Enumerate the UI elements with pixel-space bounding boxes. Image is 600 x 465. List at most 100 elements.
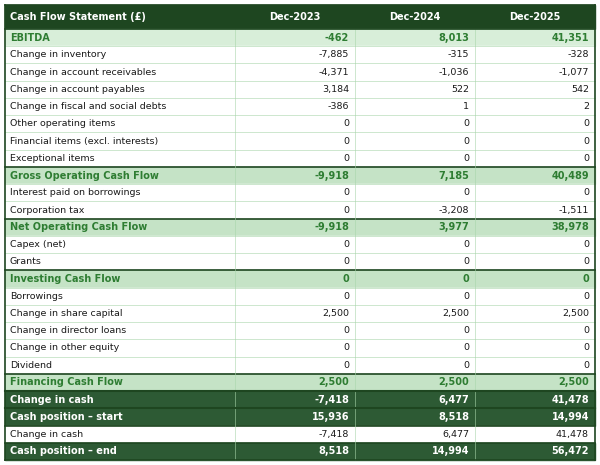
- Text: Cash position – end: Cash position – end: [10, 446, 117, 456]
- Text: 6,477: 6,477: [438, 395, 469, 405]
- Text: Other operating items: Other operating items: [10, 120, 115, 128]
- Text: 0: 0: [343, 240, 349, 249]
- Text: 2,500: 2,500: [318, 378, 349, 387]
- Text: 0: 0: [342, 274, 349, 284]
- Text: Borrowings: Borrowings: [10, 292, 63, 301]
- Text: -9,918: -9,918: [314, 222, 349, 232]
- Bar: [5, 339, 595, 357]
- Bar: [5, 5, 595, 29]
- Text: Change in account receivables: Change in account receivables: [10, 67, 156, 77]
- Text: 8,013: 8,013: [438, 33, 469, 43]
- Text: 8,518: 8,518: [318, 446, 349, 456]
- Bar: [5, 391, 595, 408]
- Text: 14,994: 14,994: [551, 412, 589, 422]
- Text: 0: 0: [463, 292, 469, 301]
- Text: -9,918: -9,918: [314, 171, 349, 180]
- Bar: [5, 115, 595, 133]
- Text: 0: 0: [583, 257, 589, 266]
- Text: 0: 0: [463, 240, 469, 249]
- Text: Net Operating Cash Flow: Net Operating Cash Flow: [10, 222, 147, 232]
- Text: 0: 0: [343, 188, 349, 197]
- Text: 3,977: 3,977: [438, 222, 469, 232]
- Text: 56,472: 56,472: [551, 446, 589, 456]
- Text: 2,500: 2,500: [558, 378, 589, 387]
- Text: Change in other equity: Change in other equity: [10, 344, 119, 352]
- Text: 0: 0: [343, 120, 349, 128]
- Text: Financial items (excl. interests): Financial items (excl. interests): [10, 137, 158, 146]
- Text: Cash Flow Statement (£): Cash Flow Statement (£): [10, 12, 146, 22]
- Bar: [5, 184, 595, 201]
- Text: -328: -328: [568, 50, 589, 60]
- Bar: [5, 305, 595, 322]
- Text: 0: 0: [462, 274, 469, 284]
- Text: 6,477: 6,477: [442, 430, 469, 438]
- Text: 0: 0: [583, 154, 589, 163]
- Text: 0: 0: [343, 154, 349, 163]
- Text: Dec-2023: Dec-2023: [269, 12, 320, 22]
- Bar: [5, 98, 595, 115]
- Text: 41,478: 41,478: [556, 430, 589, 438]
- Text: -1,077: -1,077: [559, 67, 589, 77]
- Text: Dec-2025: Dec-2025: [509, 12, 560, 22]
- Text: 0: 0: [463, 361, 469, 370]
- Text: 8,518: 8,518: [438, 412, 469, 422]
- Text: Gross Operating Cash Flow: Gross Operating Cash Flow: [10, 171, 159, 180]
- Text: -1,036: -1,036: [439, 67, 469, 77]
- Bar: [5, 270, 595, 287]
- Bar: [5, 408, 595, 425]
- Text: 15,936: 15,936: [311, 412, 349, 422]
- Text: 0: 0: [463, 120, 469, 128]
- Text: 0: 0: [343, 361, 349, 370]
- Text: 0: 0: [463, 188, 469, 197]
- Text: 7,185: 7,185: [438, 171, 469, 180]
- Text: Investing Cash Flow: Investing Cash Flow: [10, 274, 121, 284]
- Text: 14,994: 14,994: [431, 446, 469, 456]
- Bar: [5, 201, 595, 219]
- Text: 2,500: 2,500: [322, 309, 349, 318]
- Text: 0: 0: [343, 344, 349, 352]
- Text: -7,418: -7,418: [319, 430, 349, 438]
- Text: -1,511: -1,511: [559, 206, 589, 214]
- Text: -386: -386: [328, 102, 349, 111]
- Text: Change in cash: Change in cash: [10, 395, 94, 405]
- Text: 0: 0: [343, 326, 349, 335]
- Bar: [5, 81, 595, 98]
- Text: Corporation tax: Corporation tax: [10, 206, 85, 214]
- Text: EBITDA: EBITDA: [10, 33, 50, 43]
- Text: 0: 0: [343, 292, 349, 301]
- Text: 41,478: 41,478: [551, 395, 589, 405]
- Text: 0: 0: [343, 206, 349, 214]
- Text: Change in inventory: Change in inventory: [10, 50, 106, 60]
- Text: 0: 0: [463, 154, 469, 163]
- Text: 2,500: 2,500: [438, 378, 469, 387]
- Text: -315: -315: [448, 50, 469, 60]
- Text: Cash position – start: Cash position – start: [10, 412, 122, 422]
- Bar: [5, 425, 595, 443]
- Text: 2,500: 2,500: [562, 309, 589, 318]
- Text: 0: 0: [583, 188, 589, 197]
- Text: 0: 0: [582, 274, 589, 284]
- Bar: [5, 46, 595, 64]
- Text: 0: 0: [583, 344, 589, 352]
- Text: Dec-2024: Dec-2024: [389, 12, 440, 22]
- Text: 41,351: 41,351: [551, 33, 589, 43]
- Text: -7,418: -7,418: [314, 395, 349, 405]
- Text: 3,184: 3,184: [322, 85, 349, 94]
- Text: 2,500: 2,500: [442, 309, 469, 318]
- Text: 522: 522: [451, 85, 469, 94]
- Text: Financing Cash Flow: Financing Cash Flow: [10, 378, 123, 387]
- Text: 1: 1: [463, 102, 469, 111]
- Bar: [5, 133, 595, 150]
- Text: 0: 0: [583, 361, 589, 370]
- Text: Change in cash: Change in cash: [10, 430, 83, 438]
- Bar: [5, 150, 595, 167]
- Text: 0: 0: [583, 137, 589, 146]
- Bar: [5, 64, 595, 81]
- Text: 0: 0: [583, 240, 589, 249]
- Text: Change in director loans: Change in director loans: [10, 326, 126, 335]
- Text: Change in share capital: Change in share capital: [10, 309, 122, 318]
- Bar: [5, 374, 595, 391]
- Bar: [5, 29, 595, 46]
- Text: -4,371: -4,371: [319, 67, 349, 77]
- Bar: [5, 236, 595, 253]
